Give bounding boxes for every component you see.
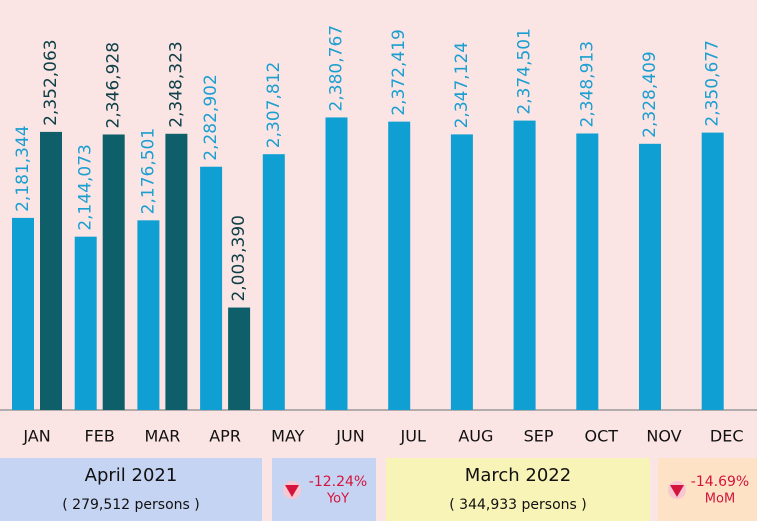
down-arrow bbox=[285, 485, 299, 497]
x-tick-label: DEC bbox=[710, 427, 744, 446]
value-label: 2,348,323 bbox=[166, 41, 186, 128]
x-tick-label: JUN bbox=[335, 427, 364, 446]
value-label: 2,374,501 bbox=[515, 28, 535, 115]
bar bbox=[12, 217, 34, 410]
x-tick-label: MAR bbox=[144, 427, 180, 446]
value-label: 2,144,073 bbox=[76, 144, 96, 231]
panel-detail: ( 279,512 persons ) bbox=[62, 497, 199, 513]
value-label: 2,328,409 bbox=[640, 51, 660, 138]
bar bbox=[228, 307, 251, 410]
bar bbox=[701, 132, 724, 410]
panel-title: April 2021 bbox=[85, 465, 178, 486]
bar bbox=[74, 236, 97, 410]
panel bbox=[0, 458, 262, 521]
bar bbox=[388, 121, 411, 411]
bar bbox=[639, 143, 661, 410]
value-label: 2,181,344 bbox=[13, 125, 33, 212]
x-tick-label: MAY bbox=[271, 427, 305, 446]
value-label: 2,176,501 bbox=[138, 128, 158, 215]
bar bbox=[200, 166, 223, 410]
panel bbox=[386, 458, 650, 521]
value-label: 2,380,767 bbox=[327, 25, 347, 112]
value-label: 2,307,812 bbox=[264, 62, 284, 149]
down-arrow bbox=[670, 485, 684, 497]
bar bbox=[576, 133, 599, 410]
value-label: 2,003,390 bbox=[229, 215, 249, 302]
bar bbox=[262, 154, 285, 410]
x-tick-label: SEP bbox=[524, 427, 554, 446]
x-tick-label: APR bbox=[209, 427, 241, 446]
value-label: 2,352,063 bbox=[41, 39, 61, 126]
change-value: -14.69% bbox=[691, 474, 749, 490]
bar bbox=[102, 134, 125, 410]
change-label: YoY bbox=[326, 492, 349, 507]
bar bbox=[40, 131, 62, 411]
panel-detail: ( 344,933 persons ) bbox=[449, 497, 586, 513]
x-tick-label: JAN bbox=[22, 427, 50, 446]
bar bbox=[450, 134, 473, 410]
panel-title: March 2022 bbox=[465, 465, 571, 486]
x-tick-label: JUL bbox=[400, 427, 426, 446]
bar bbox=[513, 120, 536, 410]
value-label: 2,347,124 bbox=[452, 42, 472, 129]
bar bbox=[137, 220, 160, 410]
value-label: 2,348,913 bbox=[577, 41, 597, 128]
value-label: 2,282,902 bbox=[201, 74, 221, 161]
value-label: 2,372,419 bbox=[389, 29, 409, 116]
value-label: 2,346,928 bbox=[104, 42, 124, 129]
bar bbox=[325, 117, 348, 410]
x-tick-label: FEB bbox=[85, 427, 115, 446]
change-label: MoM bbox=[705, 492, 735, 507]
value-label: 2,350,677 bbox=[703, 40, 723, 127]
bar bbox=[165, 133, 188, 410]
change-value: -12.24% bbox=[309, 474, 367, 490]
x-tick-label: AUG bbox=[458, 427, 493, 446]
x-tick-label: OCT bbox=[585, 427, 619, 446]
x-tick-label: NOV bbox=[646, 427, 681, 446]
